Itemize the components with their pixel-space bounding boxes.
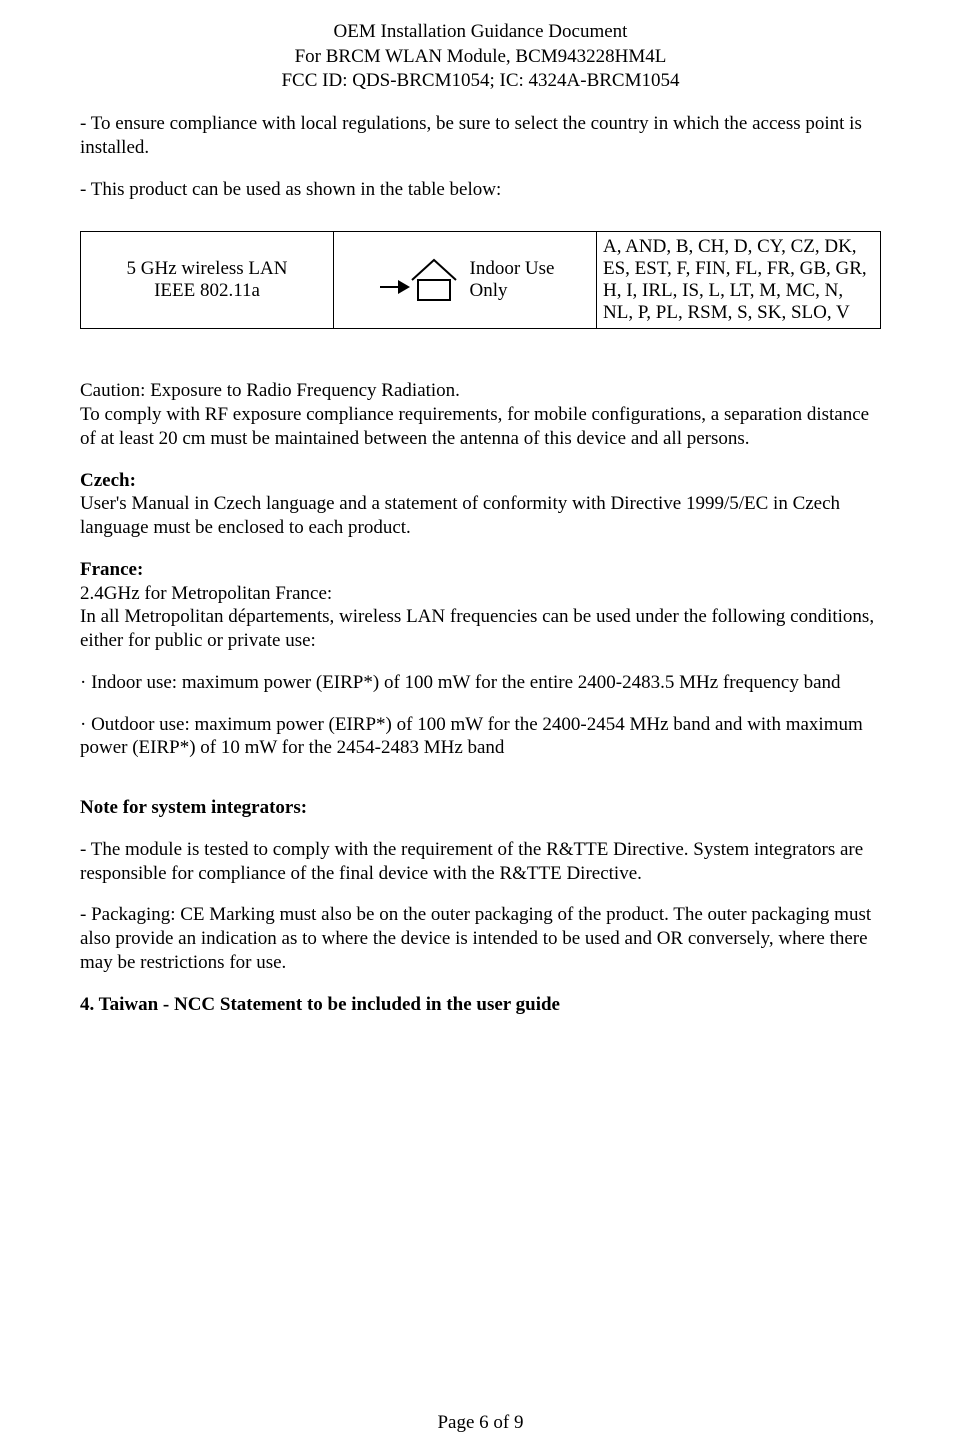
- integrators-title: Note for system integrators:: [80, 796, 881, 820]
- france-p3: · Outdoor use: maximum power (EIRP*) of …: [80, 713, 881, 761]
- table-cell-band: 5 GHz wireless LAN IEEE 802.11a: [81, 232, 334, 329]
- header-line-1: OEM Installation Guidance Document: [80, 20, 881, 45]
- table-cell-countries: A, AND, B, CH, D, CY, CZ, DK, ES, EST, F…: [597, 232, 881, 329]
- header-line-2: For BRCM WLAN Module, BCM943228HM4L: [80, 45, 881, 70]
- document-header: OEM Installation Guidance Document For B…: [80, 20, 881, 94]
- czech-title: Czech:: [80, 469, 881, 493]
- document-page: OEM Installation Guidance Document For B…: [0, 0, 961, 1454]
- table-row: 5 GHz wireless LAN IEEE 802.11a Indoor U…: [81, 232, 881, 329]
- czech-body: User's Manual in Czech language and a st…: [80, 492, 881, 540]
- integrators-p2: - Packaging: CE Marking must also be on …: [80, 903, 881, 974]
- integrators-p1: - The module is tested to comply with th…: [80, 838, 881, 886]
- band-line-2: IEEE 802.11a: [87, 280, 327, 302]
- france-sub: 2.4GHz for Metropolitan France:: [80, 582, 881, 606]
- france-p2: · Indoor use: maximum power (EIRP*) of 1…: [80, 671, 881, 695]
- indoor-use-icon: [376, 252, 466, 308]
- france-p1: In all Metropolitan départements, wirele…: [80, 605, 881, 653]
- page-footer: Page 6 of 9: [0, 1412, 961, 1434]
- taiwan-title: 4. Taiwan - NCC Statement to be included…: [80, 993, 881, 1017]
- indoor-line-1: Indoor Use: [470, 258, 555, 281]
- france-title: France:: [80, 558, 881, 582]
- frequency-table: 5 GHz wireless LAN IEEE 802.11a Indoor U…: [80, 231, 881, 329]
- caution-body: To comply with RF exposure compliance re…: [80, 403, 881, 451]
- header-line-3: FCC ID: QDS-BRCM1054; IC: 4324A-BRCM1054: [80, 69, 881, 94]
- intro-paragraph-1: - To ensure compliance with local regula…: [80, 112, 881, 160]
- document-body: - To ensure compliance with local regula…: [80, 112, 881, 1016]
- caution-title: Caution: Exposure to Radio Frequency Rad…: [80, 379, 881, 403]
- band-line-1: 5 GHz wireless LAN: [87, 258, 327, 280]
- table-cell-indoor: Indoor Use Only: [334, 232, 597, 329]
- indoor-line-2: Only: [470, 280, 555, 303]
- intro-paragraph-2: - This product can be used as shown in t…: [80, 178, 881, 202]
